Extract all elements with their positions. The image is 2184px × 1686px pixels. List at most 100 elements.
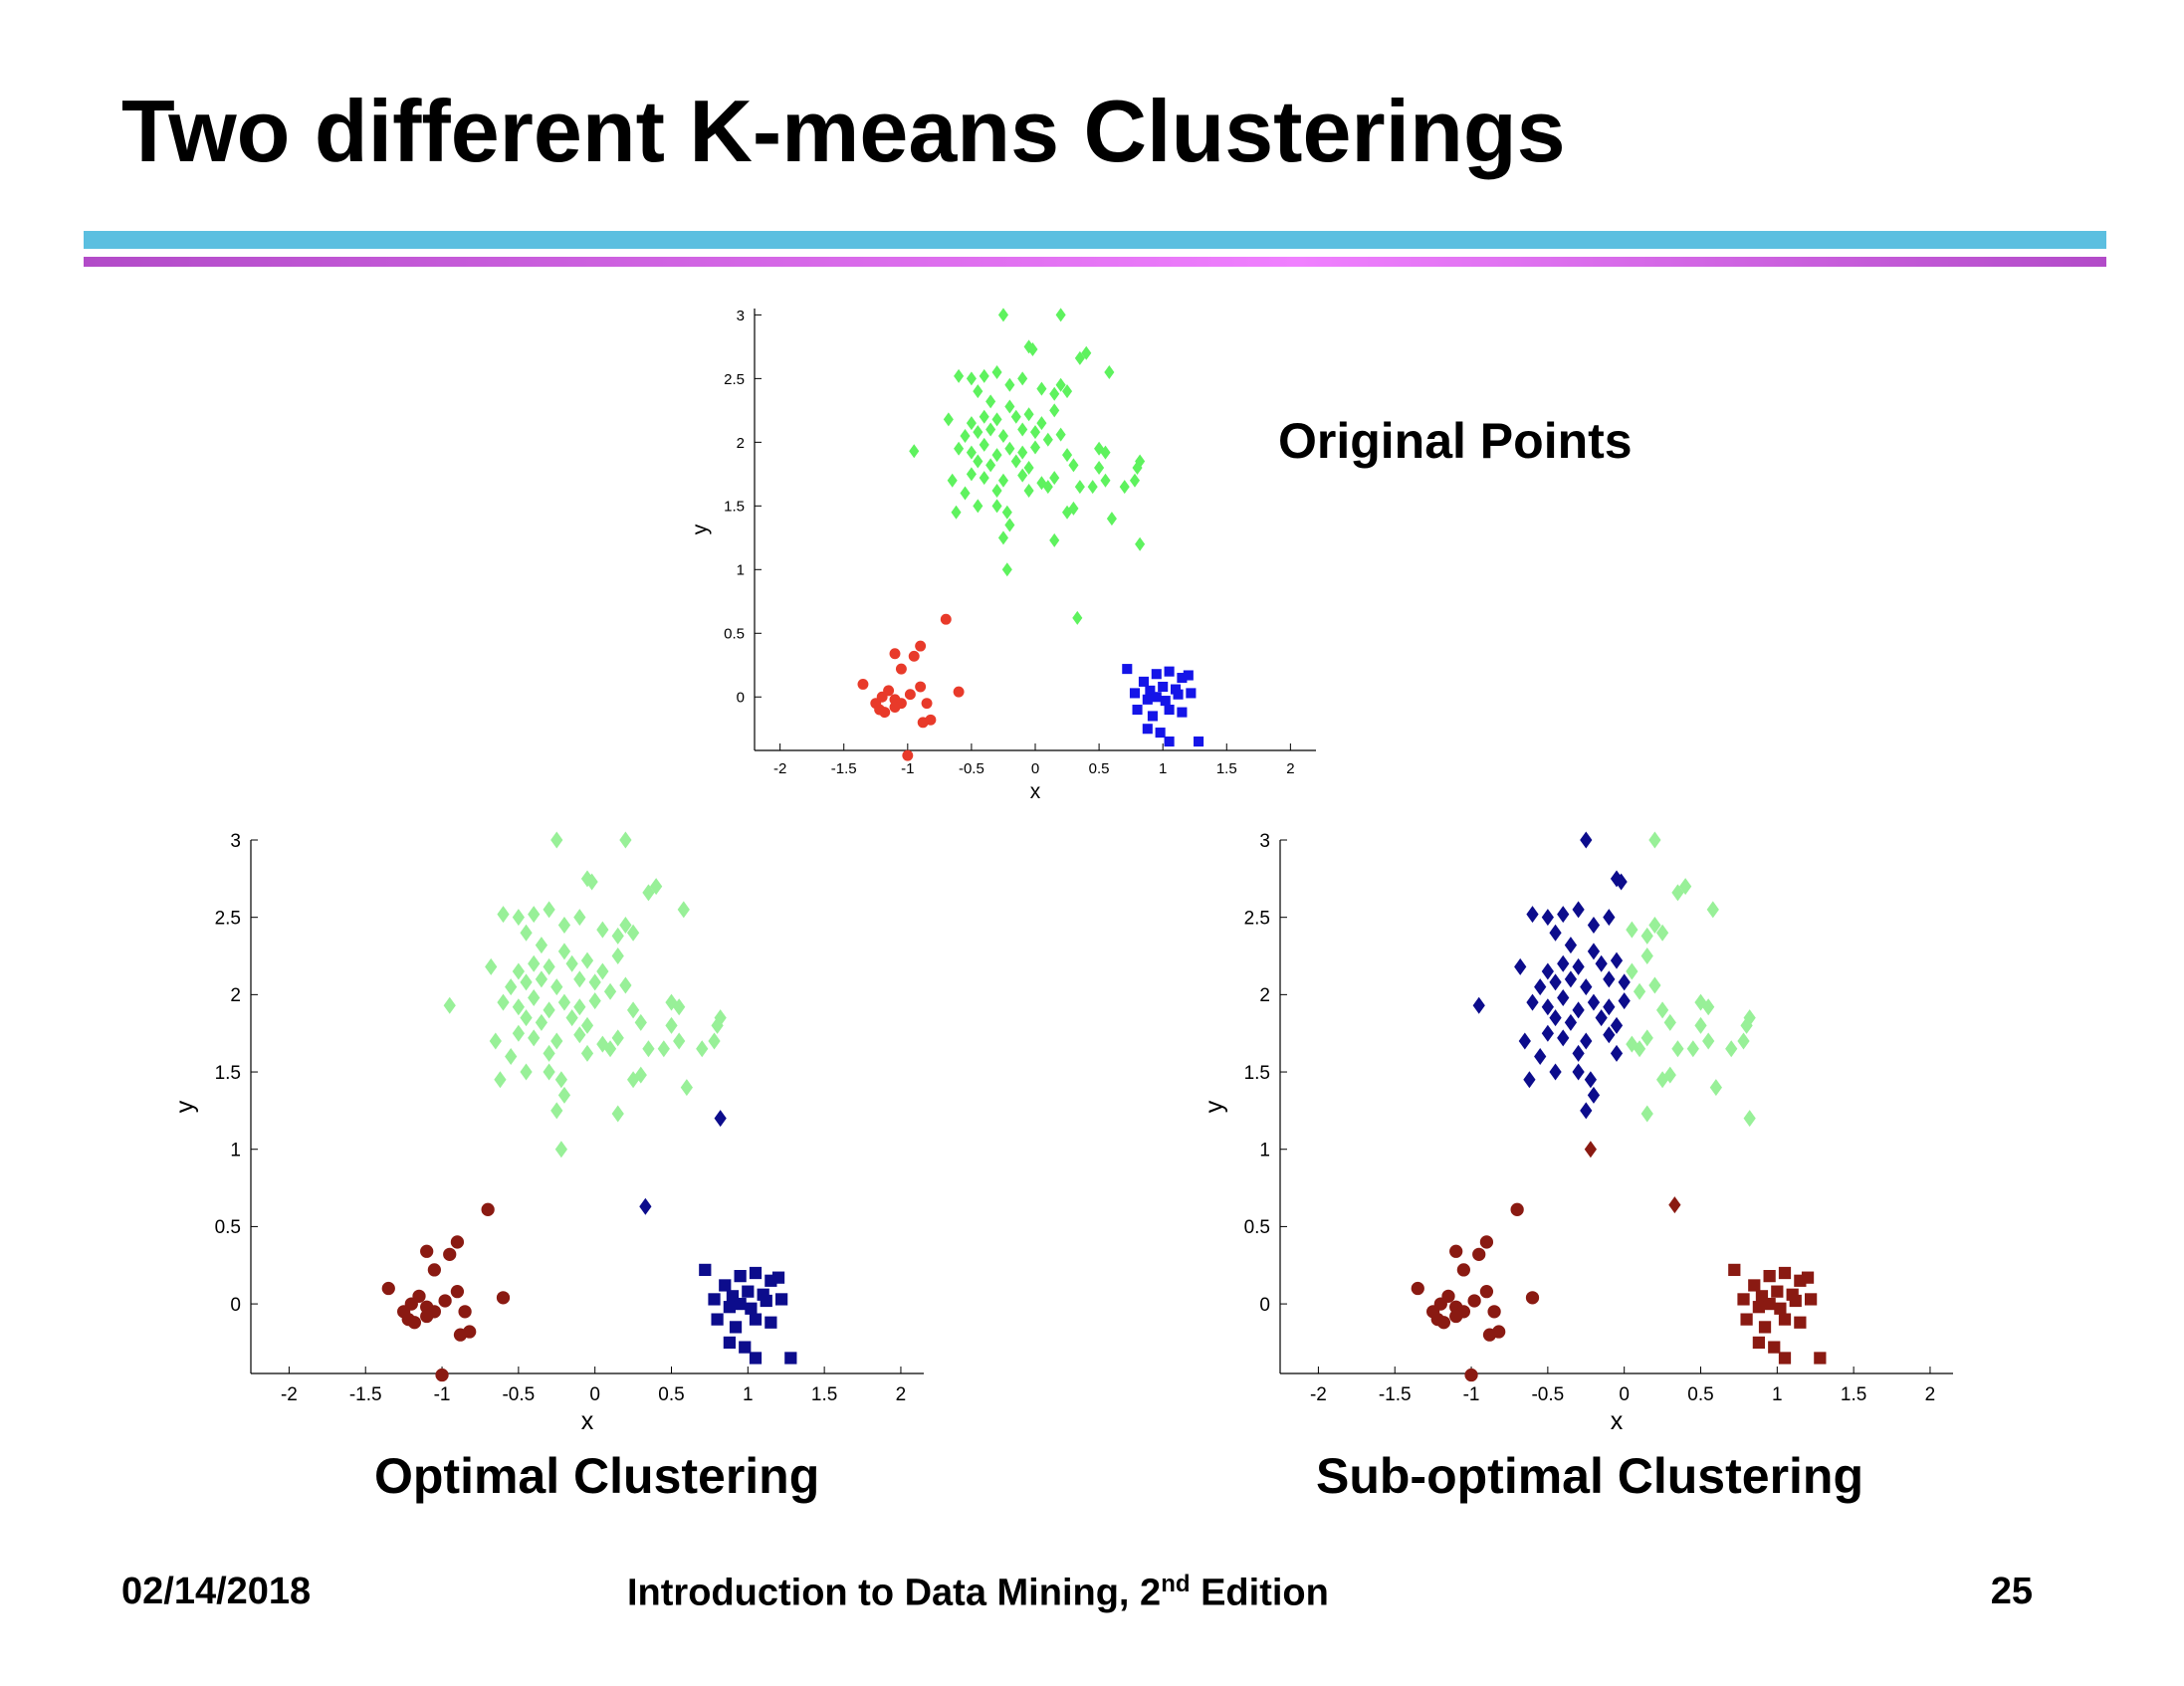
- x-tick-label: 1.5: [1216, 760, 1237, 777]
- data-point: [1004, 399, 1015, 414]
- data-point: [1564, 1013, 1578, 1031]
- data-point: [1752, 1336, 1766, 1350]
- data-point: [1572, 957, 1585, 975]
- x-tick-label: 1: [1772, 1384, 1783, 1405]
- data-point: [680, 1079, 693, 1097]
- data-point: [1160, 696, 1171, 707]
- data-point: [1526, 993, 1539, 1011]
- data-point: [1778, 1352, 1792, 1365]
- x-tick-label: 2: [896, 1384, 907, 1405]
- x-tick-label: -1: [1463, 1384, 1480, 1405]
- x-tick-label: 0.5: [1687, 1384, 1713, 1405]
- data-point: [1100, 473, 1111, 488]
- series-2: [381, 1202, 511, 1382]
- data-point: [1771, 1285, 1784, 1298]
- data-point: [1694, 1016, 1707, 1034]
- y-tick-label: 0: [737, 690, 745, 707]
- data-point: [921, 698, 933, 710]
- data-point: [1526, 906, 1539, 924]
- data-point: [450, 1235, 465, 1249]
- data-point: [1763, 1270, 1776, 1283]
- data-point: [1042, 432, 1053, 447]
- x-tick-label: 1: [743, 1384, 754, 1405]
- data-point: [1580, 978, 1593, 996]
- data-point: [1106, 512, 1117, 527]
- y-tick-label: 0: [1259, 1295, 1270, 1316]
- data-point: [565, 1009, 578, 1027]
- data-point: [951, 505, 962, 520]
- y-tick-label: 1: [737, 562, 745, 579]
- data-point: [749, 1313, 763, 1326]
- data-point: [1010, 409, 1021, 424]
- data-point: [1671, 1040, 1684, 1058]
- title-rule-blue: [84, 231, 2106, 249]
- data-point: [1049, 471, 1060, 486]
- data-point: [997, 308, 1008, 322]
- data-point: [1129, 473, 1141, 488]
- data-point: [520, 973, 533, 991]
- x-tick-label: 1.5: [811, 1384, 837, 1405]
- y-tick-label: 3: [1259, 831, 1270, 852]
- data-point: [554, 1071, 568, 1089]
- data-point: [960, 486, 971, 501]
- data-point: [407, 1316, 422, 1330]
- data-point: [1763, 1297, 1776, 1311]
- data-point: [991, 412, 1002, 427]
- x-tick-label: 0.5: [1089, 760, 1110, 777]
- data-point: [557, 1086, 571, 1104]
- data-point: [1094, 460, 1105, 475]
- original-points-plot: -2 -1.5 -1 -0.5 0 0.5 1 1.5 2 0 0.5 1 1.5 2 2.5 3 x y: [689, 308, 1316, 803]
- data-point: [1010, 454, 1021, 469]
- data-point: [1778, 1313, 1792, 1326]
- data-point: [1062, 448, 1073, 463]
- data-point: [619, 976, 632, 994]
- y-tick-label: 0.5: [724, 626, 745, 643]
- data-point: [1752, 1301, 1766, 1314]
- series-0: [1472, 831, 1631, 1120]
- data-point: [1603, 1026, 1616, 1044]
- data-point: [1557, 954, 1570, 972]
- data-point: [1603, 998, 1616, 1016]
- x-tick-label: -2: [1310, 1384, 1327, 1405]
- y-tick-label: 1.5: [724, 499, 745, 516]
- data-point: [650, 878, 663, 896]
- series-2: [1122, 664, 1204, 747]
- data-point: [1523, 1071, 1536, 1089]
- data-point: [626, 924, 640, 942]
- data-point: [1580, 831, 1593, 849]
- data-point: [1049, 386, 1060, 401]
- y-tick-label: 1.5: [1244, 1063, 1270, 1084]
- data-point: [1456, 1263, 1470, 1277]
- slide-title: Two different K-means Clusterings: [121, 82, 1566, 180]
- data-point: [642, 884, 655, 902]
- data-point: [1564, 937, 1578, 954]
- data-point: [573, 1026, 586, 1044]
- data-point: [1017, 468, 1028, 483]
- data-point: [1449, 1244, 1463, 1258]
- data-point: [708, 1032, 721, 1050]
- data-point: [1758, 1321, 1772, 1334]
- data-point: [443, 1247, 457, 1262]
- data-point: [550, 831, 563, 849]
- data-point: [1525, 1291, 1540, 1305]
- data-point: [1004, 377, 1015, 392]
- data-point: [528, 988, 541, 1006]
- data-point: [985, 458, 996, 473]
- data-point: [554, 1141, 568, 1159]
- x-tick-label: -2: [773, 760, 786, 777]
- data-point: [619, 916, 632, 934]
- data-point: [1648, 916, 1661, 934]
- data-point: [1702, 1032, 1715, 1050]
- data-point: [895, 663, 907, 675]
- data-point: [1610, 951, 1624, 969]
- data-point: [1029, 440, 1041, 455]
- data-point: [889, 648, 901, 660]
- data-point: [485, 957, 498, 975]
- data-point: [1036, 416, 1047, 431]
- data-point: [917, 717, 929, 729]
- data-point: [1572, 1001, 1585, 1019]
- data-point: [557, 993, 571, 1011]
- y-tick-label: 0.5: [215, 1217, 241, 1238]
- data-point: [1081, 345, 1092, 360]
- footer-date: 02/14/2018: [121, 1571, 312, 1612]
